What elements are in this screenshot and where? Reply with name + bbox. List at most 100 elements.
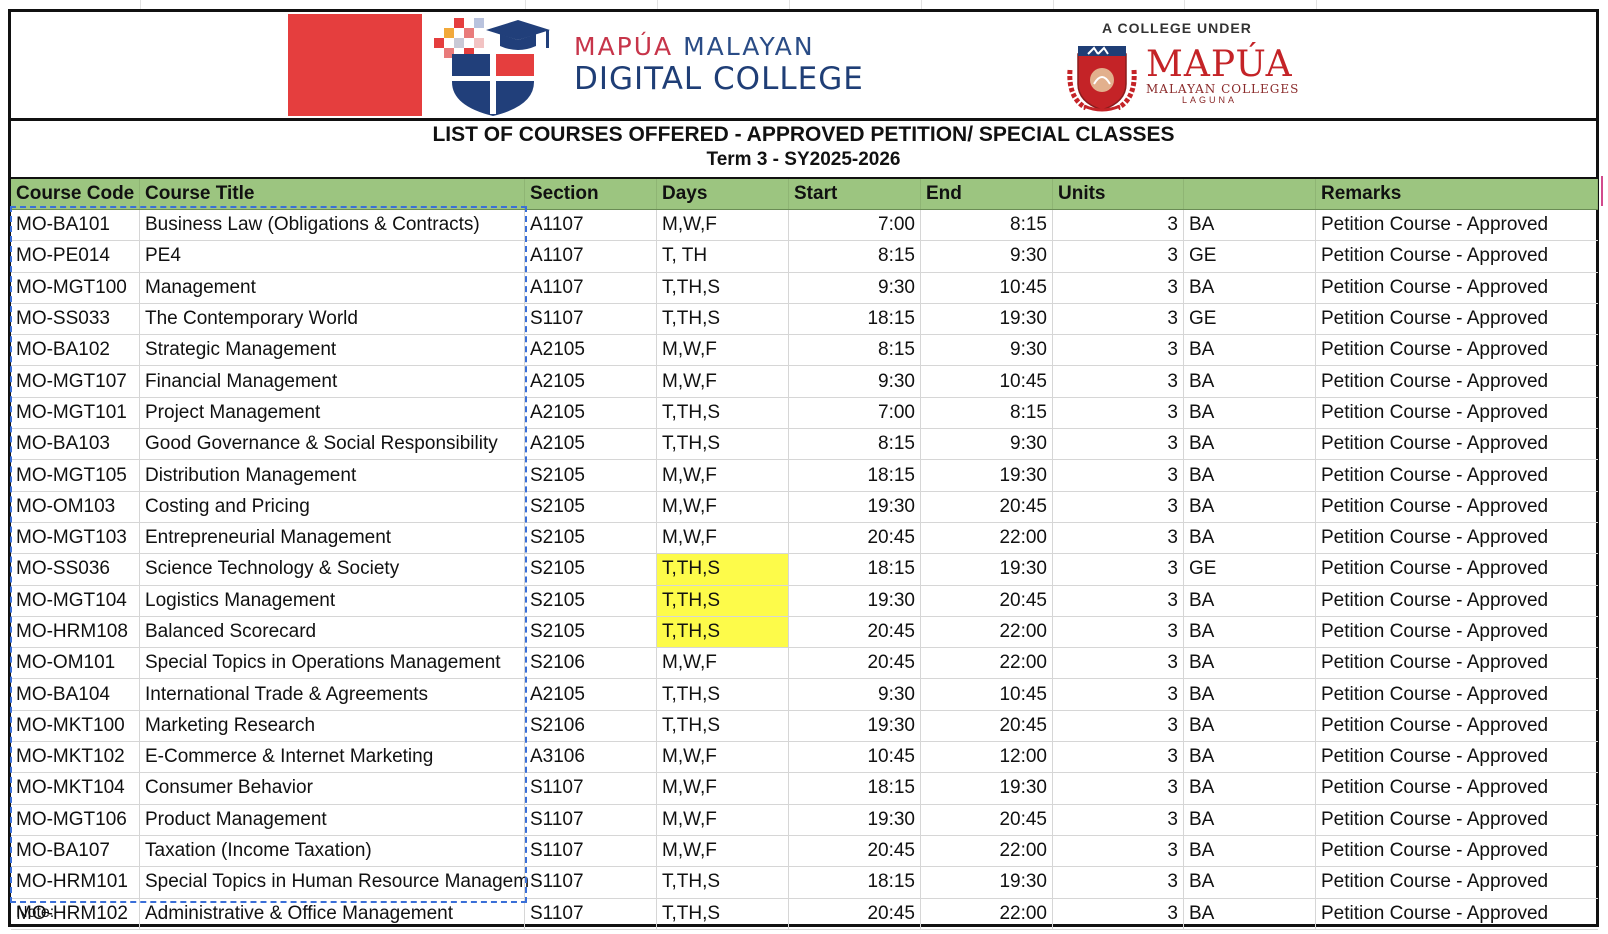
cell-units[interactable]: 3 — [1053, 460, 1184, 491]
cell-units[interactable]: 3 — [1053, 397, 1184, 429]
cell-category[interactable]: GE — [1184, 303, 1316, 335]
cell-days[interactable]: M,W,F — [657, 835, 789, 867]
cell-end[interactable]: 9:30 — [921, 241, 1053, 272]
cell-course-code[interactable]: MO-BA107 — [11, 835, 140, 867]
cell-days[interactable]: T,TH,S — [657, 898, 789, 929]
cell-days[interactable]: T,TH,S — [657, 710, 789, 742]
cell-start[interactable]: 18:15 — [789, 460, 921, 491]
cell-start[interactable]: 20:45 — [789, 616, 921, 648]
cell-days[interactable]: M,W,F — [657, 773, 789, 804]
cell-course-code[interactable]: MO-BA103 — [11, 429, 140, 460]
cell-end[interactable]: 19:30 — [921, 773, 1053, 804]
cell-start[interactable]: 20:45 — [789, 522, 921, 554]
cell-units[interactable]: 3 — [1053, 710, 1184, 742]
cell-category[interactable]: BA — [1184, 773, 1316, 804]
cell-section[interactable]: S1107 — [525, 867, 657, 898]
cell-section[interactable]: A2105 — [525, 679, 657, 710]
cell-end[interactable]: 20:45 — [921, 585, 1053, 616]
cell-remarks[interactable]: Petition Course - Approved — [1321, 464, 1549, 486]
cell-start[interactable]: 18:15 — [789, 773, 921, 804]
cell-days[interactable]: M,W,F — [657, 804, 789, 835]
cell-units[interactable]: 3 — [1053, 241, 1184, 272]
cell-remarks[interactable]: Petition Course - Approved — [1321, 495, 1549, 517]
header-days[interactable]: Days — [657, 179, 789, 209]
cell-remarks[interactable]: Petition Course - Approved — [1321, 871, 1549, 893]
cell-section[interactable]: A3106 — [525, 742, 657, 773]
cell-remarks[interactable]: Petition Course - Approved — [1321, 808, 1549, 830]
cell-start[interactable]: 8:15 — [789, 335, 921, 366]
cell-course-code[interactable]: MO-SS033 — [11, 303, 140, 335]
cell-days[interactable]: T,TH,S — [657, 616, 789, 648]
cell-days[interactable]: M,W,F — [657, 366, 789, 397]
cell-category[interactable]: GE — [1184, 241, 1316, 272]
cell-course-title[interactable]: Management — [140, 272, 525, 303]
cell-course-title[interactable]: Logistics Management — [140, 585, 525, 616]
cell-units[interactable]: 3 — [1053, 303, 1184, 335]
cell-remarks[interactable]: Petition Course - Approved — [1321, 276, 1549, 298]
cell-course-code[interactable]: MO-MGT103 — [11, 522, 140, 554]
cell-start[interactable]: 9:30 — [789, 366, 921, 397]
cell-course-title[interactable]: Special Topics in Human Resource Managem — [140, 867, 529, 898]
cell-units[interactable]: 3 — [1053, 335, 1184, 366]
cell-category[interactable]: BA — [1184, 898, 1316, 929]
cell-course-code[interactable]: MO-MGT107 — [11, 366, 140, 397]
cell-start[interactable]: 8:15 — [789, 241, 921, 272]
cell-course-code[interactable]: MO-HRM108 — [11, 616, 140, 648]
cell-category[interactable]: BA — [1184, 804, 1316, 835]
cell-course-code[interactable]: MO-HRM101 — [11, 867, 140, 898]
cell-units[interactable]: 3 — [1053, 616, 1184, 648]
cell-section[interactable]: S1107 — [525, 804, 657, 835]
cell-end[interactable]: 20:45 — [921, 710, 1053, 742]
cell-section[interactable]: A2105 — [525, 429, 657, 460]
cell-end[interactable]: 19:30 — [921, 867, 1053, 898]
cell-category[interactable]: BA — [1184, 366, 1316, 397]
cell-category[interactable]: BA — [1184, 272, 1316, 303]
cell-remarks[interactable]: Petition Course - Approved — [1321, 652, 1549, 674]
cell-remarks[interactable]: Petition Course - Approved — [1321, 683, 1549, 705]
cell-section[interactable]: S1107 — [525, 773, 657, 804]
cell-days[interactable]: T,TH,S — [657, 867, 789, 898]
cell-section[interactable]: S2105 — [525, 616, 657, 648]
cell-remarks[interactable]: Petition Course - Approved — [1321, 902, 1549, 924]
cell-course-code[interactable]: MO-OM101 — [11, 648, 140, 679]
header-units[interactable]: Units — [1053, 179, 1184, 209]
cell-start[interactable]: 19:30 — [789, 804, 921, 835]
cell-units[interactable]: 3 — [1053, 210, 1184, 241]
cell-course-title[interactable]: E-Commerce & Internet Marketing — [140, 742, 525, 773]
cell-section[interactable]: S1107 — [525, 303, 657, 335]
header-start[interactable]: Start — [789, 179, 921, 209]
cell-start[interactable]: 19:30 — [789, 491, 921, 522]
cell-course-title[interactable]: International Trade & Agreements — [140, 679, 525, 710]
cell-course-title[interactable]: Strategic Management — [140, 335, 525, 366]
cell-start[interactable]: 20:45 — [789, 835, 921, 867]
cell-remarks[interactable]: Petition Course - Approved — [1321, 433, 1549, 455]
cell-section[interactable]: A2105 — [525, 397, 657, 429]
cell-category[interactable]: BA — [1184, 867, 1316, 898]
cell-units[interactable]: 3 — [1053, 366, 1184, 397]
cell-days[interactable]: M,W,F — [657, 648, 789, 679]
cell-category[interactable]: BA — [1184, 679, 1316, 710]
cell-category[interactable]: BA — [1184, 335, 1316, 366]
cell-end[interactable]: 10:45 — [921, 366, 1053, 397]
cell-remarks[interactable]: Petition Course - Approved — [1321, 714, 1549, 736]
cell-section[interactable]: S2106 — [525, 648, 657, 679]
cell-start[interactable]: 7:00 — [789, 210, 921, 241]
cell-section[interactable]: A1107 — [525, 272, 657, 303]
cell-course-title[interactable]: Project Management — [140, 397, 525, 429]
cell-units[interactable]: 3 — [1053, 773, 1184, 804]
cell-category[interactable]: BA — [1184, 460, 1316, 491]
cell-end[interactable]: 9:30 — [921, 429, 1053, 460]
cell-section[interactable]: A1107 — [525, 210, 657, 241]
cell-category[interactable]: BA — [1184, 835, 1316, 867]
cell-category[interactable]: BA — [1184, 429, 1316, 460]
cell-remarks[interactable]: Petition Course - Approved — [1321, 370, 1549, 392]
cell-end[interactable]: 20:45 — [921, 491, 1053, 522]
cell-days[interactable]: T,TH,S — [657, 272, 789, 303]
cell-course-title[interactable]: Science Technology & Society — [140, 554, 525, 585]
cell-remarks[interactable]: Petition Course - Approved — [1321, 214, 1549, 236]
cell-days[interactable]: T,TH,S — [657, 585, 789, 616]
cell-units[interactable]: 3 — [1053, 742, 1184, 773]
cell-section[interactable]: S1107 — [525, 898, 657, 929]
cell-course-code[interactable]: MO-HRM102 — [11, 898, 140, 929]
cell-units[interactable]: 3 — [1053, 648, 1184, 679]
